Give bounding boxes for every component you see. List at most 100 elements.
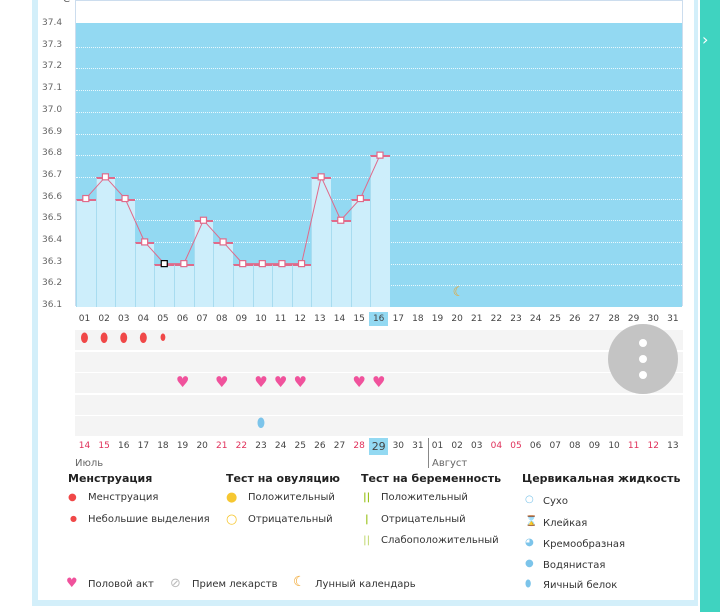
cycle-day-label[interactable]: 14 — [333, 314, 346, 324]
cycle-day-label[interactable]: 25 — [549, 314, 561, 324]
cycle-day-label[interactable]: 10 — [255, 314, 267, 324]
cycle-day-label[interactable]: 05 — [157, 314, 169, 324]
menstruation-drop-icon[interactable]: ⬮ — [100, 331, 109, 346]
y-tick-label: 36.8 — [42, 148, 63, 159]
cycle-day-label[interactable]: 02 — [98, 314, 110, 324]
chevron-right-icon: › — [702, 30, 709, 49]
cycle-day-label[interactable]: 27 — [588, 314, 601, 324]
cycle-day-label[interactable]: 31 — [667, 314, 679, 324]
cycle-day-label[interactable]: 24 — [529, 314, 542, 324]
circle-filled-icon: ● — [226, 490, 238, 505]
heart-icon[interactable]: ♥ — [254, 373, 268, 391]
watery-fluid-icon[interactable]: ⬮ — [256, 416, 266, 431]
legend-title: Цервикальная жидкость — [522, 472, 681, 485]
menstruation-drop-icon[interactable]: ⬮ — [80, 331, 89, 346]
temperature-point — [219, 238, 227, 246]
heart-icon[interactable]: ♥ — [273, 373, 288, 391]
calendar-date[interactable]: 17 — [137, 441, 150, 451]
calendar-date[interactable]: 18 — [157, 441, 169, 451]
cycle-day-label[interactable]: 01 — [78, 314, 91, 324]
calendar-date[interactable]: 06 — [529, 441, 542, 451]
cycle-day-label[interactable]: 28 — [608, 314, 620, 324]
cycle-day-label[interactable]: 18 — [412, 314, 424, 324]
cycle-day-label[interactable]: 04 — [137, 314, 150, 324]
cycle-day-label[interactable]: 19 — [431, 314, 444, 324]
small-drop-icon: ● — [70, 514, 77, 523]
temperature-polyline — [85, 154, 381, 265]
calendar-date[interactable]: 12 — [647, 441, 659, 451]
calendar-date[interactable]: 05 — [510, 441, 522, 451]
unit-label: С — [63, 0, 70, 5]
cycle-day-label[interactable]: 08 — [216, 314, 228, 324]
legend-item: Положительный — [248, 492, 335, 503]
month-august: Август — [432, 458, 468, 469]
cycle-day-label[interactable]: 20 — [451, 314, 463, 324]
temperature-point — [356, 194, 364, 203]
cycle-day-label[interactable]: 29 — [627, 314, 640, 324]
y-tick-label: 37.4 — [42, 18, 63, 28]
calendar-date[interactable]: 08 — [569, 441, 581, 451]
cycle-day-label[interactable]: 21 — [471, 314, 483, 324]
calendar-date[interactable]: 28 — [353, 441, 365, 451]
y-tick-label: 37.2 — [42, 61, 63, 72]
cycle-day-label[interactable]: 03 — [117, 314, 130, 324]
temperature-point — [317, 173, 325, 181]
y-tick-label: 37.0 — [42, 104, 63, 115]
calendar-date[interactable]: 11 — [627, 441, 640, 451]
calendar-date[interactable]: 01 — [431, 441, 444, 451]
calendar-date[interactable]: 19 — [176, 441, 189, 451]
more-menu-button[interactable] — [608, 324, 678, 394]
calendar-date[interactable]: 21 — [216, 441, 228, 451]
calendar-date[interactable]: 30 — [392, 441, 405, 451]
heart-icon[interactable]: ♥ — [293, 373, 307, 391]
y-tick-label: 37.3 — [42, 39, 63, 50]
calendar-date[interactable]: 22 — [235, 441, 248, 451]
calendar-date[interactable]: 04 — [490, 441, 503, 451]
cycle-day-label[interactable]: 09 — [235, 314, 248, 324]
calendar-date[interactable]: 13 — [667, 441, 679, 451]
cycle-day-label[interactable]: 22 — [490, 314, 503, 324]
calendar-date[interactable]: 29 — [369, 438, 389, 455]
temperature-point — [376, 151, 384, 159]
calendar-date[interactable]: 24 — [274, 441, 287, 451]
calendar-date[interactable]: 26 — [314, 441, 326, 451]
calendar-date[interactable]: 23 — [255, 441, 267, 451]
legend-item: Сухо — [543, 496, 568, 507]
calendar-date[interactable]: 31 — [412, 441, 424, 451]
cycle-day-label[interactable]: 06 — [176, 314, 189, 324]
cycle-day-label[interactable]: 07 — [196, 314, 208, 324]
heart-icon[interactable]: ♥ — [215, 373, 229, 391]
menstruation-drop-icon[interactable]: ⬮ — [139, 331, 148, 346]
temperature-point — [337, 216, 345, 224]
y-tick-label: 36.2 — [42, 278, 63, 289]
calendar-date[interactable]: 14 — [78, 441, 91, 451]
calendar-date[interactable]: 03 — [471, 441, 483, 451]
dry-icon: ○ — [525, 494, 534, 505]
heart-icon[interactable]: ♥ — [352, 373, 366, 391]
cycle-day-label[interactable]: 11 — [274, 314, 287, 324]
calendar-date[interactable]: 10 — [608, 441, 620, 451]
heart-icon[interactable]: ♥ — [371, 373, 386, 391]
calendar-date[interactable]: 15 — [98, 441, 110, 451]
cycle-day-label[interactable]: 17 — [392, 314, 405, 324]
calendar-date[interactable]: 07 — [549, 441, 561, 451]
calendar-date[interactable]: 02 — [451, 441, 463, 451]
cycle-day-label[interactable]: 26 — [569, 314, 581, 324]
cycle-day-label[interactable]: 15 — [353, 314, 365, 324]
calendar-date[interactable]: 27 — [333, 441, 346, 451]
cycle-day-label[interactable]: 16 — [369, 312, 389, 326]
side-toggle[interactable]: › — [700, 0, 720, 612]
calendar-date[interactable]: 25 — [294, 441, 306, 451]
legend-item: Слабоположительный — [381, 535, 499, 546]
cycle-day-label[interactable]: 23 — [510, 314, 522, 324]
heart-icon[interactable]: ♥ — [175, 373, 190, 391]
temperature-point — [141, 238, 149, 246]
cycle-day-label[interactable]: 30 — [647, 314, 659, 324]
calendar-date[interactable]: 20 — [196, 441, 208, 451]
menstruation-drop-icon[interactable]: ⬮ — [119, 331, 128, 346]
light-spotting-icon[interactable]: ⬮ — [160, 333, 166, 343]
calendar-date[interactable]: 16 — [117, 441, 130, 451]
calendar-date[interactable]: 09 — [588, 441, 601, 451]
cycle-day-label[interactable]: 12 — [294, 314, 306, 324]
cycle-day-label[interactable]: 13 — [314, 314, 326, 324]
